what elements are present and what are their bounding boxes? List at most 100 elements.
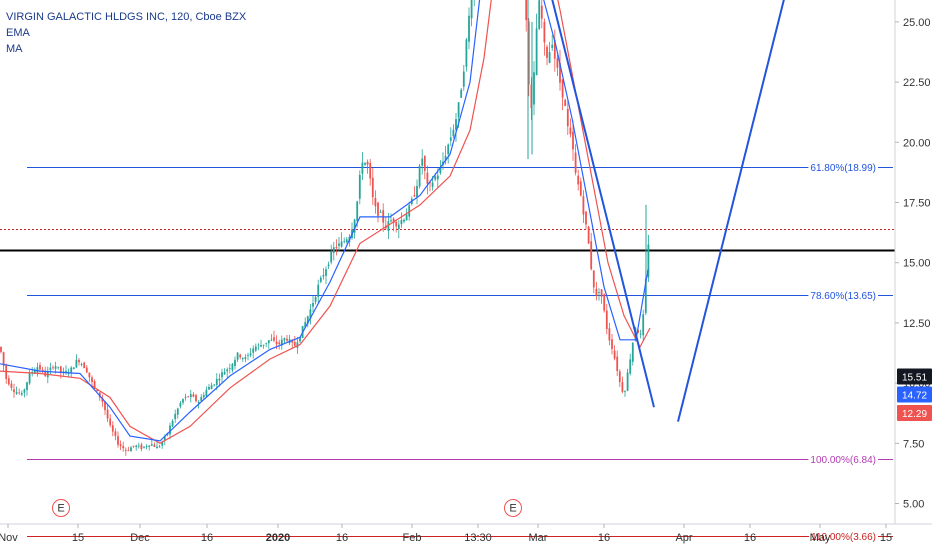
candle [605,304,608,335]
candle-body [163,436,166,441]
candle [644,270,647,316]
candle [535,13,538,76]
candle [533,61,535,116]
candle-body [36,367,39,373]
y-tick-label: 5.00 [903,499,924,511]
candle-body [525,0,528,21]
candle [20,390,23,396]
candle-body [252,348,255,353]
candle [340,232,343,248]
fibonacci-retracement[interactable]: 0.00%(38.65)38.20%(26.50)61.80%(18.99)78… [27,0,893,544]
candle [218,373,221,387]
candle [587,225,590,244]
candle [600,289,603,304]
candle [0,346,2,354]
candle [309,303,312,325]
earnings-marker-label: E [57,503,64,515]
candle-body [192,394,195,397]
candle [93,379,96,391]
candle [473,0,475,7]
candle-body [574,152,577,173]
candle-body [67,373,70,374]
candle [603,293,606,313]
candle [52,365,54,370]
candle [397,220,400,239]
time-axis[interactable]: Nov 15 Dec 16 2020 16 Feb 13:30 Mar 16 Apr 16 May 15 [0,524,892,544]
candle-body [135,445,138,448]
candle-body [130,447,132,452]
candle-body [33,370,36,374]
earnings-marker [504,499,522,517]
candle [137,442,140,449]
horizontal-price-lines[interactable] [0,229,895,252]
candle-body [390,220,392,222]
candle [317,279,320,304]
price-badge-label: 15.51 [902,373,927,384]
x-tick-label: May [810,532,831,544]
candle-body [226,369,229,372]
candle-body [559,62,561,83]
y-tick-label: 25.00 [903,17,931,29]
candle-body [356,201,359,221]
candle [262,344,265,349]
candle [306,315,309,328]
symbol-title[interactable]: VIRGIN GALACTIC HLDGS INC, 120, Cboe BZX [6,11,247,23]
candle [176,407,179,419]
candle [143,446,145,449]
candle [104,401,106,416]
candle [127,446,130,452]
candle-body [429,182,431,184]
candle [598,288,600,301]
candle-body [579,181,582,196]
candle [546,44,548,66]
candle-body [106,409,109,419]
trend-lines[interactable] [544,0,791,422]
candle-body [2,352,5,366]
candle [179,401,182,409]
candle [293,335,296,347]
candle [371,168,374,205]
candle-body [124,449,127,451]
x-tick-label: 16 [744,532,756,544]
candle-body [7,378,10,385]
candle [621,376,624,394]
candle-body [353,219,356,233]
candle-body [254,346,257,351]
candle-body [546,46,548,58]
candle [189,389,192,403]
candle-body [452,129,455,137]
y-tick-label: 7.50 [903,438,924,450]
candle-body [189,394,192,398]
candle-body [299,336,301,342]
candle [249,347,252,358]
candle-body [239,354,242,358]
candle-body [345,239,348,243]
candle [114,428,117,441]
candle-body [616,356,619,372]
candle-body [31,371,34,373]
candle-body [590,241,593,270]
candle [122,441,125,452]
candle [465,38,468,72]
price-badges: 15.51 14.72 12.29 [897,368,932,421]
candle-body [291,340,294,343]
candle-body [611,339,613,349]
candle [460,88,463,99]
candle-body [325,269,327,276]
ma-indicator-label[interactable]: MA [6,43,23,55]
candle [413,186,416,198]
candle [390,213,392,223]
candle-body [114,431,117,437]
x-tick-label: Nov [0,532,18,544]
candle [561,79,564,111]
price-axis[interactable]: 5.007.5010.0012.5015.0017.5020.0022.5025… [895,17,931,511]
candle-body [267,340,270,344]
candle-body [54,366,57,369]
price-badge-label: 12.29 [902,409,927,420]
ema-indicator-label[interactable]: EMA [6,27,30,39]
price-badge-label: 14.72 [902,391,927,402]
candle-body [434,176,437,180]
candle [265,342,268,348]
